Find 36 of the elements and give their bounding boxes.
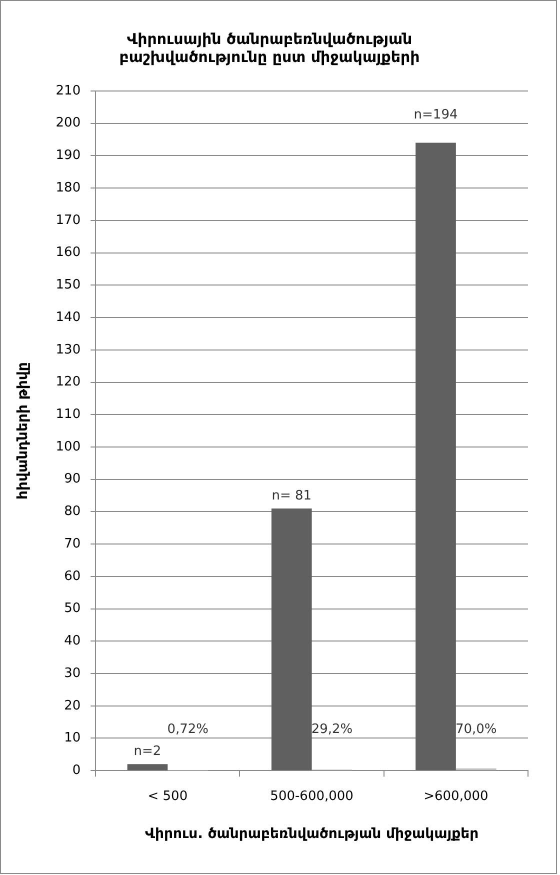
data-label: 0,72% <box>167 722 209 738</box>
y-tick-label: 50 <box>64 601 81 616</box>
x-tick-label: >600,000 <box>424 788 488 804</box>
y-tick-label: 90 <box>64 472 81 487</box>
y-tick-label: 30 <box>64 666 81 681</box>
y-tick-label: 80 <box>64 504 81 520</box>
y-axis-title: հիվանդների թիվը <box>15 362 32 500</box>
y-tick-label: 210 <box>56 83 81 98</box>
y-tick-label: 120 <box>56 374 81 390</box>
bar <box>416 142 456 770</box>
y-tick-label: 70 <box>64 536 81 552</box>
y-tick-label: 180 <box>56 180 81 196</box>
data-label: 70,0% <box>455 722 497 738</box>
y-tick-label: 60 <box>64 568 81 584</box>
x-tick-label: 500-600,000 <box>270 788 354 804</box>
data-label: n= 81 <box>272 488 312 504</box>
chart-title: Վիրուսային ծանրաբեռնվածության բաշխվածությունը ըստ միջակայքերի <box>119 30 420 66</box>
y-tick-label: 140 <box>56 310 81 325</box>
y-tick-label: 160 <box>56 245 81 260</box>
bar <box>271 508 312 770</box>
y-tick-label: 110 <box>56 406 81 422</box>
y-tick-label: 170 <box>56 212 81 228</box>
y-tick-label: 0 <box>72 762 81 778</box>
y-tick-label: 40 <box>64 634 81 649</box>
y-tick-label: 130 <box>56 342 81 358</box>
x-tick-label: < 500 <box>148 788 188 804</box>
y-tick-label: 150 <box>56 278 81 293</box>
y-tick-label: 190 <box>56 148 81 164</box>
y-tick-label: 100 <box>56 439 81 454</box>
data-label: n=194 <box>414 107 458 122</box>
y-tick-label: 200 <box>56 116 81 131</box>
y-tick-label: 10 <box>64 730 81 746</box>
bar <box>127 764 168 770</box>
data-label: n=2 <box>134 744 162 760</box>
y-tick-label: 20 <box>64 698 81 714</box>
data-label: 29,2% <box>311 722 353 738</box>
